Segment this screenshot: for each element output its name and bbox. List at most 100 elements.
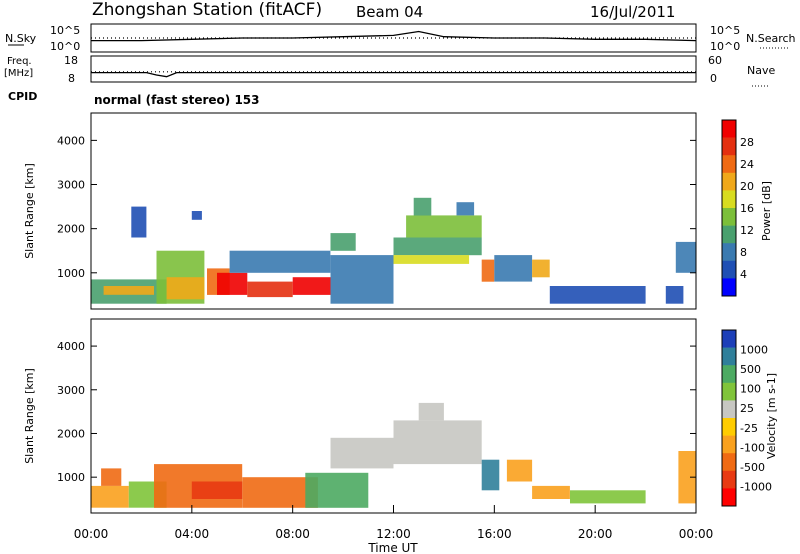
- nave-label: Nave: [747, 64, 775, 77]
- colorbar-swatch-4: [722, 172, 736, 191]
- noise-left-label: N.Sky: [5, 32, 37, 45]
- y-tick-label: 3000: [57, 384, 85, 397]
- noise-right-tick-bottom: 10^0: [710, 40, 740, 53]
- colorbar-swatch-2: [722, 137, 736, 156]
- freq-left-tick-top: 18: [64, 54, 78, 67]
- colorbar-frame: [721, 119, 737, 297]
- scatter-cell-21: [131, 206, 147, 238]
- cpid-text: normal (fast stereo) 153: [94, 93, 260, 107]
- colorbar-swatch-4: [722, 382, 736, 401]
- colorbar-swatch-5: [722, 190, 736, 209]
- x-tick-label: 00:00: [679, 527, 714, 541]
- y-tick-label: 4000: [57, 134, 85, 147]
- series-line-1: [91, 30, 697, 42]
- colorbar-swatch-1: [722, 120, 736, 138]
- scatter-cell-7: [247, 281, 293, 298]
- series-line-1: [91, 71, 696, 78]
- colorbar-swatch-10: [722, 278, 736, 297]
- scatter-cell-8: [330, 437, 394, 469]
- scatter-cell-24: [675, 241, 696, 273]
- date-label: 16/Jul/2011: [590, 3, 675, 21]
- colorbar-tick-label: 100: [740, 383, 761, 396]
- colorbar-swatch-9: [722, 260, 736, 279]
- scatter-cell-16: [393, 255, 470, 264]
- colorbar-swatch-7: [722, 435, 736, 454]
- scatter-cell-15: [456, 202, 475, 216]
- freq-left-label: Freq.: [7, 56, 32, 67]
- noise-left-tick-bottom: 10^0: [50, 40, 80, 53]
- colorbar-swatch-3: [722, 155, 736, 174]
- station-title: Zhongshan Station (fitACF): [92, 0, 322, 20]
- colorbar-tick-label: -500: [740, 461, 765, 474]
- x-tick-label: 12:00: [376, 527, 411, 541]
- scatter-cell-18: [494, 255, 533, 282]
- freq-right-tick-top: 60: [708, 54, 722, 67]
- scatter-cell-1: [91, 485, 129, 508]
- colorbar-swatch-8: [722, 453, 736, 472]
- colorbar-tick-label: 16: [740, 202, 754, 215]
- colorbar-swatch-2: [722, 347, 736, 366]
- scatter-cell-11: [481, 459, 500, 491]
- power-panel: 1000 2000 3000 4000 Slant Range [km] 4 8 12 16…: [23, 112, 773, 310]
- noise-panel-frame: [90, 23, 697, 53]
- x-tick-label: 20:00: [578, 527, 613, 541]
- colorbar-tick-label: 1000: [740, 344, 768, 357]
- colorbar-tick-label: -25: [740, 422, 758, 435]
- noise-panel: N.Sky 10^5 10^0 10^5 10^0 N.Search: [5, 23, 796, 53]
- scatter-cell-14: [570, 490, 646, 504]
- x-tick-label: 16:00: [477, 527, 512, 541]
- colorbar-tick-label: 500: [740, 363, 761, 376]
- velocity-ylabel: Slant Range [km]: [23, 368, 36, 464]
- freq-panel-frame: [90, 55, 697, 83]
- scatter-cell-4: [166, 277, 205, 300]
- scatter-cell-7: [305, 472, 369, 508]
- power-panel-frame: [90, 112, 697, 310]
- colorbar-swatch-5: [722, 400, 736, 419]
- scatter-cell-2: [103, 286, 154, 295]
- scatter-cell-9: [229, 250, 331, 273]
- y-tick-label: 2000: [57, 223, 85, 236]
- colorbar-frame: [721, 329, 737, 507]
- colorbar-tick-label: 25: [740, 402, 754, 415]
- power-colorbar-label: Power [dB]: [760, 181, 773, 241]
- freq-right-tick-bottom: 0: [710, 72, 717, 85]
- colorbar-tick-label: 4: [740, 268, 747, 281]
- beam-label: Beam 04: [356, 3, 423, 21]
- scatter-cell-23: [665, 286, 684, 304]
- scatter-cell-19: [532, 259, 550, 278]
- scatter-cell-8: [292, 277, 331, 295]
- y-tick-label: 2000: [57, 427, 85, 440]
- scatter-cell-12: [393, 237, 482, 256]
- colorbar-swatch-3: [722, 365, 736, 384]
- velocity-panel: 1000 2000 3000 4000 00:00 04:00 08:00 12:00 16:…: [23, 318, 778, 554]
- colorbar-swatch-8: [722, 243, 736, 262]
- colorbar-tick-label: -1000: [740, 480, 772, 493]
- scatter-cell-10: [418, 402, 444, 421]
- colorbar-tick-label: 20: [740, 180, 754, 193]
- freq-unit-label: [MHz]: [4, 68, 33, 79]
- scatter-cell-15: [678, 451, 696, 504]
- time-axis-label: Time UT: [367, 541, 418, 554]
- scatter-cell-20: [549, 286, 646, 304]
- scatter-cell-9: [393, 420, 482, 465]
- freq-left-tick-bottom: 8: [68, 72, 75, 85]
- colorbar-tick-label: -100: [740, 441, 765, 454]
- noise-right-label: N.Search: [746, 32, 796, 45]
- scatter-cell-14: [413, 197, 432, 216]
- x-tick-label: 04:00: [175, 527, 210, 541]
- colorbar-swatch-7: [722, 225, 736, 244]
- scatter-cell-2: [101, 468, 122, 486]
- colorbar-tick-label: 24: [740, 158, 754, 171]
- colorbar-swatch-6: [722, 418, 736, 436]
- power-ylabel: Slant Range [km]: [23, 163, 36, 259]
- y-tick-label: 1000: [57, 471, 85, 484]
- scatter-cell-17: [481, 259, 495, 282]
- y-tick-label: 3000: [57, 179, 85, 192]
- colorbar-tick-label: 28: [740, 136, 754, 149]
- colorbar-swatch-6: [722, 208, 736, 226]
- scatter-cell-10: [330, 233, 356, 251]
- velocity-colorbar-label: Velocity [m s-1]: [765, 373, 778, 459]
- scatter-cell-13: [532, 485, 570, 499]
- y-tick-label: 4000: [57, 340, 85, 353]
